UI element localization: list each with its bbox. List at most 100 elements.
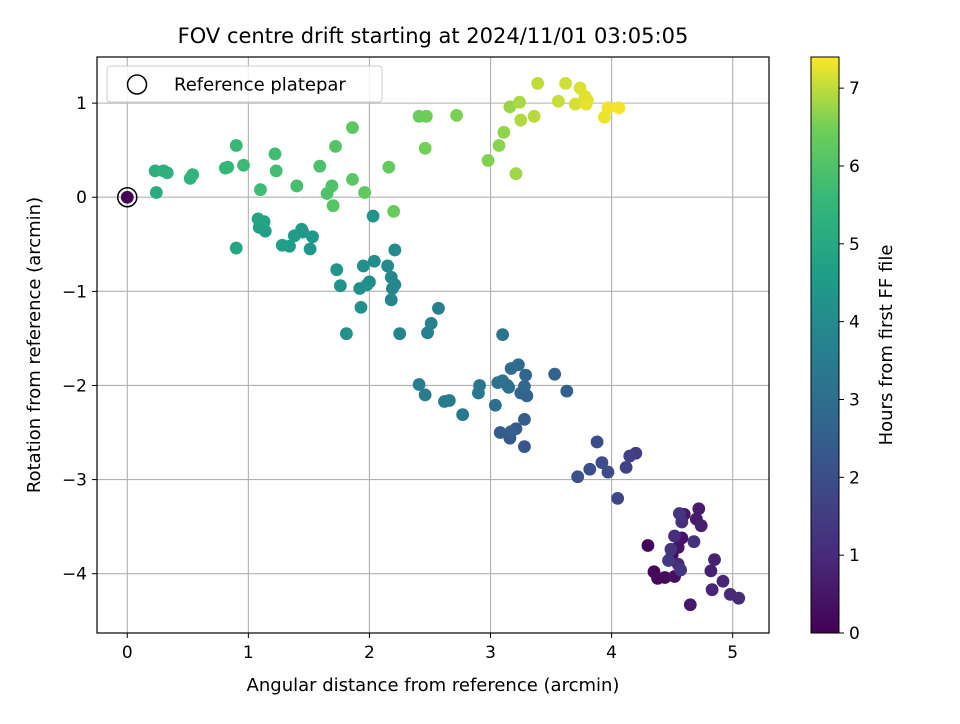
x-axis-label: Angular distance from reference (arcmin): [247, 675, 620, 696]
data-point: [353, 282, 367, 295]
data-point: [551, 94, 565, 108]
colorbar-tick-label: 1: [849, 546, 860, 566]
reference-point-fill: [120, 190, 134, 204]
data-point: [496, 328, 510, 342]
y-tick-label: −4: [62, 565, 87, 585]
data-point: [254, 183, 267, 197]
data-point: [583, 462, 597, 476]
data-point: [601, 465, 615, 479]
data-point: [229, 139, 243, 152]
data-point: [509, 167, 523, 181]
axis-ticks: 0 1 2 3 4 5 −4 −3 −2 −1 0 1: [62, 94, 738, 663]
data-point: [382, 160, 396, 174]
x-tick-label: 2: [364, 643, 375, 663]
data-point: [313, 159, 327, 173]
data-point: [306, 230, 319, 244]
colorbar-tick-label: 6: [849, 157, 860, 177]
colorbar-tick-label: 0: [849, 624, 860, 644]
data-point: [527, 109, 541, 123]
data-point: [579, 97, 593, 111]
grid-lines: [97, 57, 769, 633]
reference-marker: [117, 186, 138, 208]
data-points: [117, 76, 746, 612]
data-point: [438, 395, 451, 408]
data-point: [346, 121, 359, 134]
data-point: [472, 386, 485, 400]
data-point: [381, 259, 394, 273]
legend-marker-reference: [126, 74, 148, 95]
data-point: [149, 186, 163, 199]
data-point: [590, 435, 604, 449]
data-point: [502, 380, 516, 394]
plot-frame: [96, 56, 770, 634]
legend-label-reference: Reference platepar: [174, 75, 346, 96]
data-point: [275, 238, 289, 252]
data-point: [229, 241, 243, 255]
data-point: [160, 166, 174, 180]
data-point: [488, 398, 502, 412]
data-point: [568, 97, 582, 111]
data-point: [708, 553, 721, 566]
data-point: [664, 542, 678, 556]
data-point: [387, 204, 401, 218]
data-point: [251, 212, 265, 226]
chart-title: FOV centre drift starting at 2024/11/01 …: [178, 24, 689, 48]
data-point: [450, 108, 464, 122]
x-tick-label: 5: [727, 643, 738, 663]
data-point: [186, 168, 200, 182]
data-point: [716, 574, 730, 588]
data-point: [692, 502, 706, 516]
data-point: [325, 179, 339, 193]
data-point: [419, 109, 433, 123]
data-point: [674, 563, 688, 577]
data-point: [367, 254, 381, 268]
data-point: [268, 147, 282, 161]
x-tick-label: 3: [485, 643, 496, 663]
data-point: [358, 186, 371, 199]
data-point: [303, 242, 317, 256]
data-point: [611, 492, 625, 505]
data-point: [481, 154, 495, 167]
legend-box: [106, 65, 383, 103]
data-point: [519, 368, 533, 382]
data-point: [503, 100, 517, 114]
data-point: [531, 76, 545, 90]
data-point: [333, 279, 347, 293]
data-point: [418, 141, 432, 155]
data-point: [601, 101, 615, 115]
data-point: [354, 300, 368, 314]
y-axis-label: Rotation from reference (arcmin): [24, 197, 45, 493]
data-point: [492, 139, 506, 152]
data-point: [662, 554, 675, 567]
data-point: [668, 529, 681, 543]
data-point: [559, 76, 572, 90]
data-point: [388, 243, 402, 257]
colorbar-ticks: 0 1 2 3 4 5 6 7: [839, 79, 860, 644]
data-point: [290, 179, 304, 193]
colorbar-tick-label: 3: [849, 390, 860, 410]
data-point: [641, 539, 655, 552]
data-point: [384, 293, 398, 307]
colorbar-tick-label: 4: [849, 313, 860, 333]
data-point: [504, 425, 518, 438]
colorbar-tick-label: 7: [849, 79, 860, 99]
data-point: [491, 376, 505, 390]
y-tick-label: 0: [76, 188, 87, 208]
data-point: [356, 259, 370, 273]
y-tick-label: −3: [62, 471, 87, 491]
data-point: [421, 326, 434, 340]
data-point: [366, 209, 380, 223]
legend: Reference platepar: [106, 65, 383, 103]
data-point: [623, 449, 637, 463]
data-point: [548, 367, 562, 381]
data-point: [571, 470, 585, 484]
data-point: [518, 412, 531, 426]
colorbar: [810, 56, 840, 634]
data-point: [658, 571, 672, 584]
colorbar-label: Hours from first FF file: [876, 245, 897, 446]
y-tick-label: 1: [76, 94, 87, 114]
data-point: [497, 125, 511, 139]
data-point: [673, 507, 686, 520]
